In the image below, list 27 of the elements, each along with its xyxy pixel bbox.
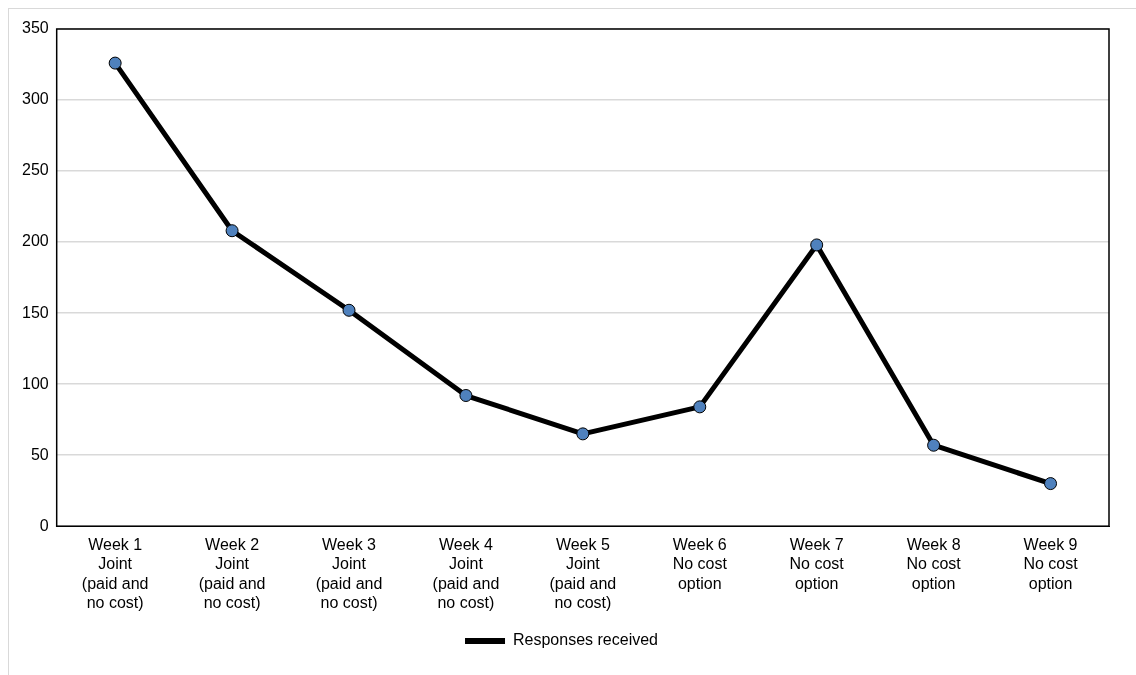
point (810, 238, 824, 252)
y-tick-label: 250 (21, 161, 49, 179)
point (1044, 477, 1058, 491)
point (342, 303, 356, 317)
point (108, 56, 122, 70)
x-tick-label: Week 7 No cost option (789, 536, 845, 592)
point (927, 438, 941, 452)
x-tick-label: Week 1 Joint (paid and no cost) (81, 536, 149, 611)
point (225, 224, 239, 238)
y-tick-label: 100 (21, 374, 49, 392)
x-tick-label: Week 6 No cost option (672, 536, 728, 592)
x-tick-label: Week 8 No cost option (906, 536, 962, 592)
y-tick-label: 0 (39, 516, 49, 534)
y-tick-label: 150 (21, 303, 49, 321)
point (693, 400, 707, 414)
y-tick-label: 350 (21, 19, 49, 37)
y-tick-label: 50 (30, 445, 49, 463)
x-tick-label: Week 9 No cost option (1023, 536, 1079, 592)
x-tick-label: Week 5 Joint (paid and no cost) (549, 536, 617, 611)
x-tick-label: Week 2 Joint (paid and no cost) (198, 536, 266, 611)
x-tick-label: Week 4 Joint (paid and no cost) (432, 536, 500, 611)
y-tick-label: 300 (21, 90, 49, 108)
legend-label: Responses received (513, 631, 658, 649)
point (576, 427, 590, 441)
y-tick-label: 200 (21, 232, 49, 250)
point (459, 389, 473, 403)
x-tick-label: Week 3 Joint (paid and no cost) (315, 536, 383, 611)
